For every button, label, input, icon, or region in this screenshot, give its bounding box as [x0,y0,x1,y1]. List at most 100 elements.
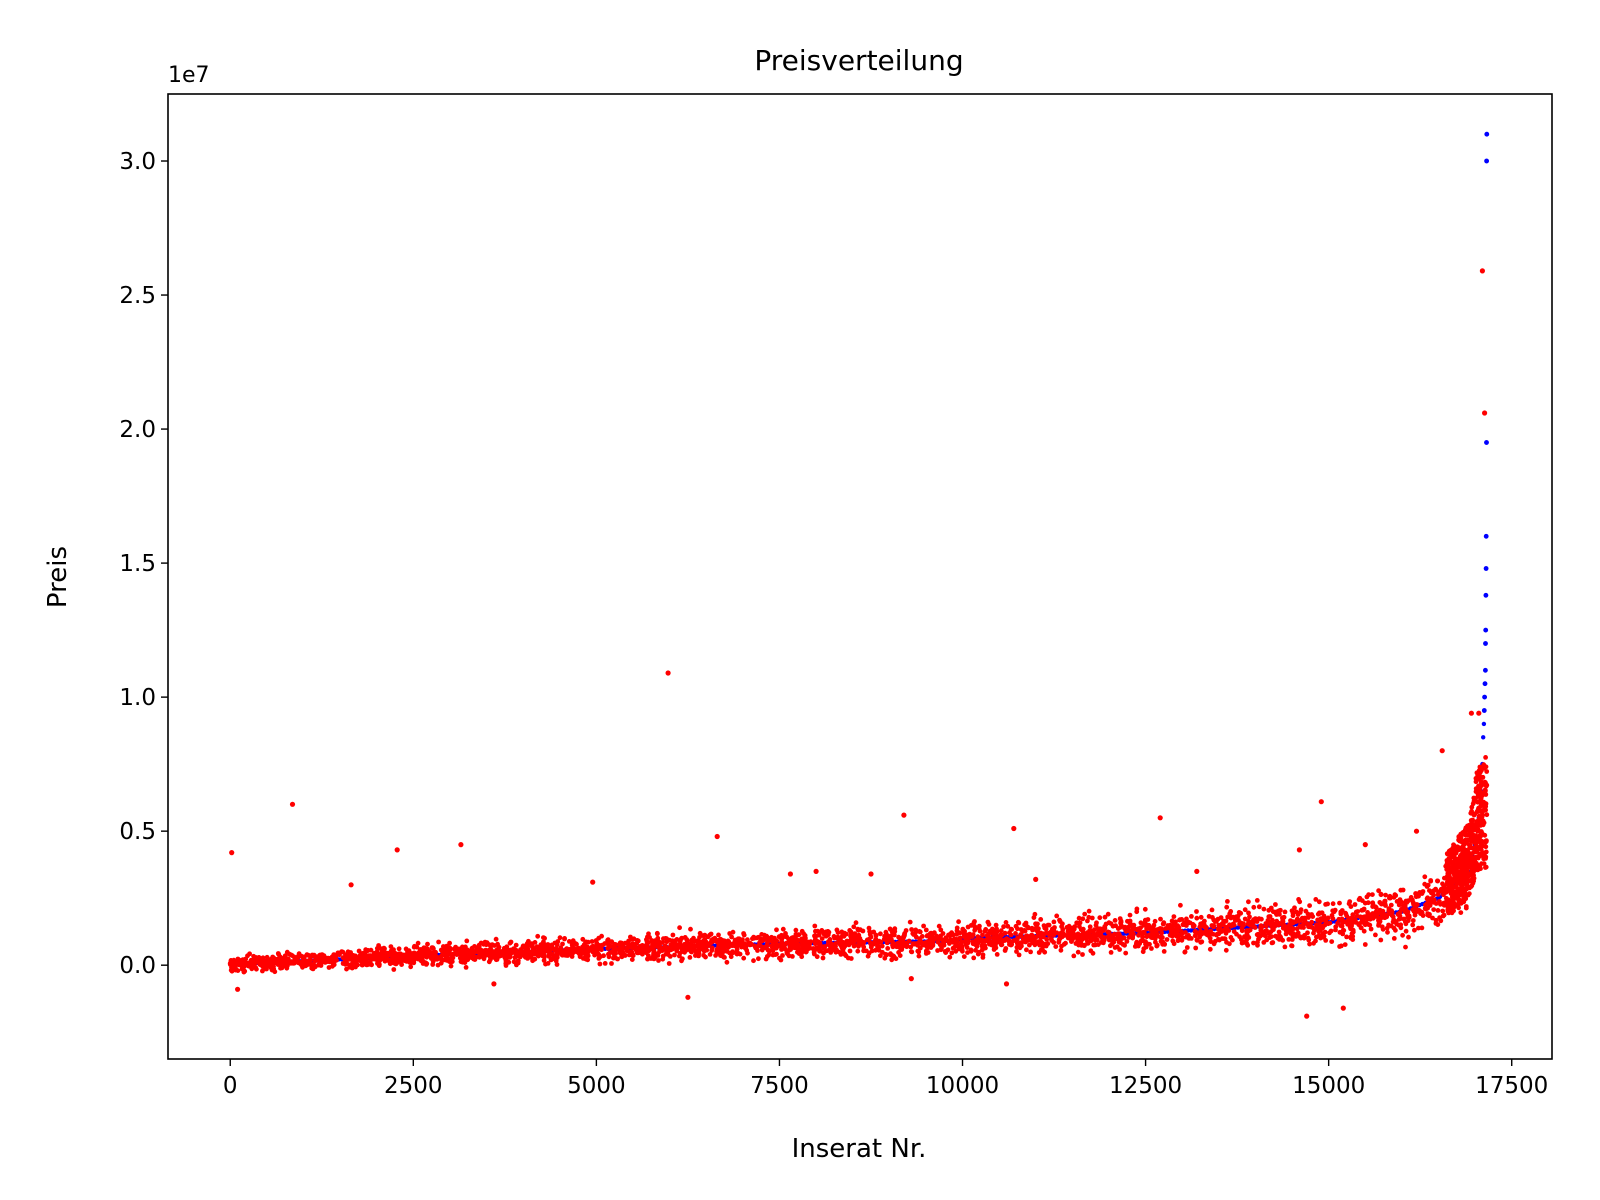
predicted-price-point [1456,862,1462,868]
predicted-price-point [562,936,567,941]
predicted-price-point [237,961,243,967]
predicted-price-point [756,956,761,962]
predicted-price-point [1182,949,1188,955]
predicted-price-point [889,957,895,963]
predicted-price-point [928,935,934,941]
predicted-price-point [887,936,893,941]
predicted-price-point [1322,922,1328,928]
predicted-price-point [424,946,430,952]
predicted-price-point [1022,928,1027,933]
predicted-price-point [835,930,841,935]
predicted-price-point [1209,907,1215,913]
actual-price-point [1483,641,1488,646]
predicted-price-point [1465,848,1471,854]
predicted-price-point [814,954,820,960]
predicted-price-point [1378,892,1384,898]
predicted-price-point [1051,940,1057,945]
predicted-price-point [1037,942,1042,948]
predicted-price-point [960,926,966,932]
predicted-price-point [968,947,974,953]
predicted-price-point [1169,918,1175,924]
predicted-price-point [793,927,799,933]
predicted-price-outlier [1476,710,1482,716]
predicted-price-point [547,947,553,953]
predicted-price-point [447,945,452,951]
predicted-price-point [1003,946,1009,951]
predicted-price-point [856,932,862,938]
predicted-price-point [248,957,254,963]
predicted-price-point [1148,932,1154,938]
predicted-price-point [1267,914,1273,919]
predicted-price-point [609,961,614,966]
predicted-price-point [713,953,718,958]
predicted-price-point [1463,832,1469,838]
actual-price-point [1484,440,1489,445]
predicted-price-point [503,947,508,953]
predicted-price-point [1438,918,1444,924]
predicted-price-point [938,927,944,933]
predicted-price-point [982,928,988,934]
predicted-price-point [1115,926,1121,931]
predicted-price-point [1209,923,1215,928]
predicted-price-point [1385,929,1390,935]
predicted-price-point [309,952,315,958]
predicted-price-point [597,961,603,967]
predicted-price-point [532,956,538,962]
predicted-price-point [1217,937,1222,943]
axis-ticks: 0 2500 5000 7500 10000 12500 15000 17500 0.0 0.5 1… [119,149,1548,1099]
predicted-price-point [253,955,259,960]
predicted-price-point [366,962,371,967]
predicted-price-point [780,926,786,932]
predicted-price-point [1315,911,1321,917]
predicted-price-point [1278,921,1284,926]
predicted-price-point [1465,874,1471,880]
predicted-price-point [1482,780,1488,785]
predicted-price-point [452,951,458,956]
actual-price-point [1481,708,1487,713]
predicted-price-point [751,935,757,941]
predicted-price-point [1254,932,1260,938]
predicted-price-point [1333,927,1338,933]
predicted-price-point [921,941,927,946]
predicted-price-point [1179,937,1185,943]
predicted-price-point [1294,926,1300,932]
predicted-price-point [860,941,866,947]
predicted-price-point [1293,934,1299,939]
predicted-price-point [1348,904,1354,909]
predicted-price-point [674,948,680,954]
predicted-price-point [599,947,604,953]
predicted-price-point [340,955,346,961]
predicted-price-point [727,950,733,956]
predicted-price-point [410,956,416,962]
predicted-price-outlier [1194,868,1200,875]
predicted-price-outlier [1003,981,1010,987]
predicted-price-point [913,934,919,940]
predicted-price-point [1337,944,1342,949]
predicted-price-point [585,950,591,956]
predicted-price-point [1054,930,1060,936]
predicted-price-point [1437,899,1442,904]
predicted-price-point [434,955,439,961]
predicted-price-point [1412,912,1418,918]
predicted-price-point [1160,921,1166,927]
predicted-price-point [486,959,492,965]
predicted-price-point [1144,934,1150,940]
predicted-price-point [1045,941,1051,947]
predicted-price-point [1014,949,1019,954]
predicted-price-point [943,948,949,954]
predicted-price-point [1386,911,1392,917]
predicted-price-point [508,939,514,945]
predicted-price-point [1399,906,1404,912]
predicted-price-outlier [1439,748,1445,754]
predicted-price-point [965,938,971,944]
predicted-price-point [415,940,421,946]
predicted-price-point [1110,923,1116,929]
predicted-price-point [916,953,922,959]
predicted-price-point [1223,947,1229,953]
predicted-price-point [811,950,817,955]
predicted-price-point [1199,931,1205,937]
predicted-price-point [1342,942,1348,947]
predicted-price-point [1106,937,1112,943]
predicted-price-point [901,942,906,948]
